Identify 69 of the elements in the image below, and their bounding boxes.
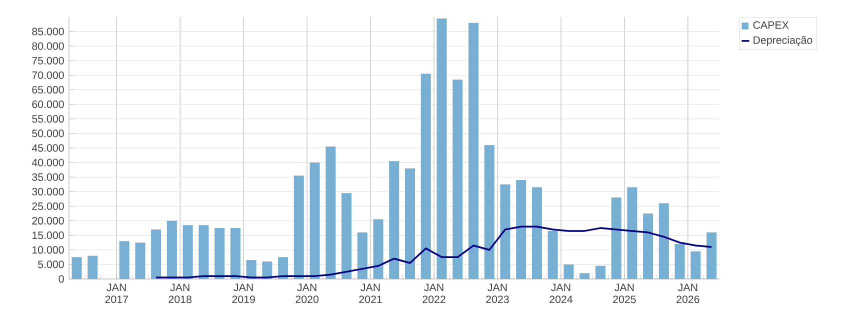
- y-tick-label: 60.000: [32, 100, 64, 108]
- x-tick-label: JAN 2025: [613, 284, 636, 304]
- bar: [135, 242, 146, 279]
- legend-label: CAPEX: [753, 21, 789, 29]
- bar: [452, 80, 463, 279]
- bar: [532, 187, 542, 279]
- bar: [72, 257, 82, 279]
- x-tick-label: JAN 2022: [422, 284, 446, 304]
- bar: [373, 219, 384, 279]
- y-tick-label: 20.000: [32, 216, 64, 225]
- x-tick-label: JAN 2019: [232, 284, 255, 304]
- y-tick-label: 55.000: [32, 115, 64, 123]
- bar: [564, 264, 574, 279]
- bar: [151, 230, 162, 279]
- bar: [294, 176, 304, 279]
- y-tick-label: 50.000: [32, 130, 64, 138]
- y-tick-label: 5.000: [38, 260, 64, 268]
- bar: [182, 225, 193, 279]
- bar: [230, 228, 240, 279]
- bar: [643, 213, 654, 279]
- bar: [674, 244, 685, 279]
- legend-label: Depreciação: [754, 36, 812, 46]
- x-tick-label: JAN 2023: [486, 284, 509, 304]
- bar: [658, 203, 669, 279]
- y-tick-label: 65.000: [32, 86, 64, 94]
- bar: [516, 180, 526, 279]
- bar: [246, 260, 256, 279]
- bar: [611, 197, 622, 279]
- bar: [595, 266, 606, 279]
- bar: [627, 187, 638, 279]
- bar: [404, 168, 415, 279]
- bar: [88, 256, 98, 279]
- y-tick-label: 85.000: [32, 28, 64, 36]
- bar: [389, 161, 400, 279]
- y-tick-label: 30.000: [32, 188, 64, 196]
- y-tick-label: 10.000: [32, 246, 64, 254]
- bar: [484, 145, 494, 279]
- y-tick-label: 70.000: [32, 71, 64, 79]
- x-tick-label: JAN 2021: [359, 284, 382, 304]
- bar: [436, 18, 447, 279]
- bar: [357, 232, 368, 279]
- bar: [166, 220, 177, 279]
- bar: [706, 232, 717, 279]
- y-tick-label: 80.000: [32, 42, 64, 50]
- x-tick-label: JAN 2018: [168, 284, 192, 304]
- bar: [278, 257, 288, 279]
- bar: [198, 225, 209, 279]
- x-tick-label: JAN 2026: [676, 284, 700, 304]
- y-tick-label: 25.000: [32, 202, 64, 210]
- y-tick-label: 75.000: [32, 56, 64, 64]
- x-tick-label: JAN 2024: [550, 284, 573, 304]
- x-tick-label: JAN 2017: [105, 284, 128, 304]
- bar: [420, 74, 431, 279]
- y-tick-label: 0: [58, 275, 64, 283]
- bar: [580, 273, 590, 279]
- y-tick-label: 45.000: [32, 144, 64, 152]
- bar: [468, 22, 478, 279]
- x-tick-label: JAN 2020: [296, 284, 318, 304]
- y-tick-label: 40.000: [32, 158, 64, 166]
- bar: [214, 228, 225, 279]
- bar: [310, 162, 320, 279]
- bar: [119, 241, 130, 279]
- bar: [326, 146, 336, 279]
- bar: [500, 184, 510, 279]
- y-tick-label: 15.000: [32, 232, 64, 240]
- y-tick-label: 35.000: [32, 173, 64, 181]
- bar: [548, 230, 558, 279]
- bar: [342, 193, 352, 279]
- bar: [690, 251, 701, 279]
